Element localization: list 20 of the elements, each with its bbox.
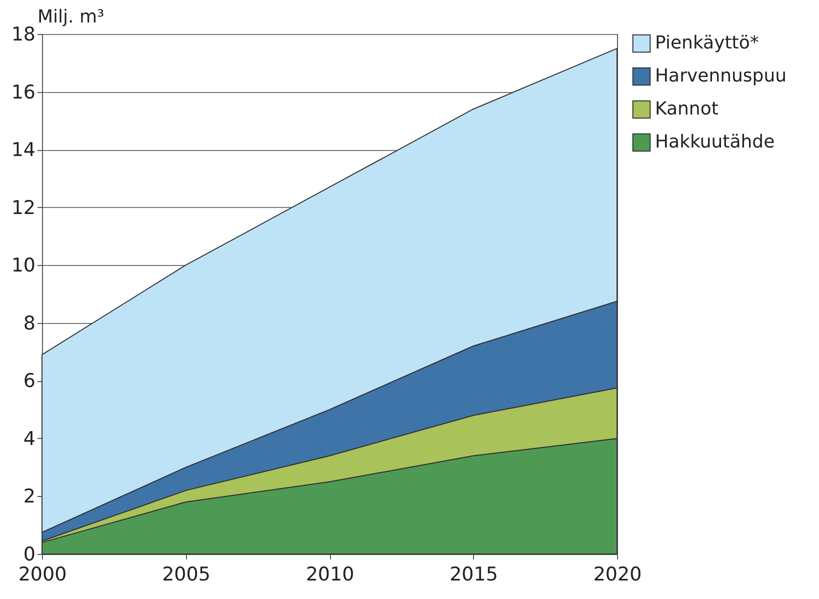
y-tick-label: 16 bbox=[11, 81, 36, 104]
y-tick-label: 14 bbox=[11, 139, 36, 162]
y-tick-label: 8 bbox=[23, 312, 36, 334]
y-tick-label: 4 bbox=[23, 428, 36, 450]
y-axis-title: Milj. m³ bbox=[38, 6, 104, 28]
x-tick-label: 2020 bbox=[593, 564, 642, 586]
x-tick-label: 2000 bbox=[18, 564, 67, 586]
y-tick-label: 12 bbox=[11, 196, 36, 219]
y-tick-label: 18 bbox=[11, 24, 36, 46]
x-tick-label: 2010 bbox=[306, 564, 354, 586]
x-tick-label: 2005 bbox=[162, 564, 210, 586]
legend-label: Pienkäyttö* bbox=[655, 32, 759, 54]
y-tick-label: 6 bbox=[23, 370, 36, 392]
legend-label: Harvennuspuu bbox=[655, 66, 787, 86]
x-tick-label: 2015 bbox=[450, 564, 498, 586]
legend-label: Hakkuutähde bbox=[655, 132, 775, 152]
y-tick-label: 0 bbox=[23, 544, 36, 566]
y-tick-label: 2 bbox=[23, 486, 36, 508]
legend-label: Kannot bbox=[655, 98, 718, 120]
y-tick-label: 10 bbox=[11, 254, 36, 277]
